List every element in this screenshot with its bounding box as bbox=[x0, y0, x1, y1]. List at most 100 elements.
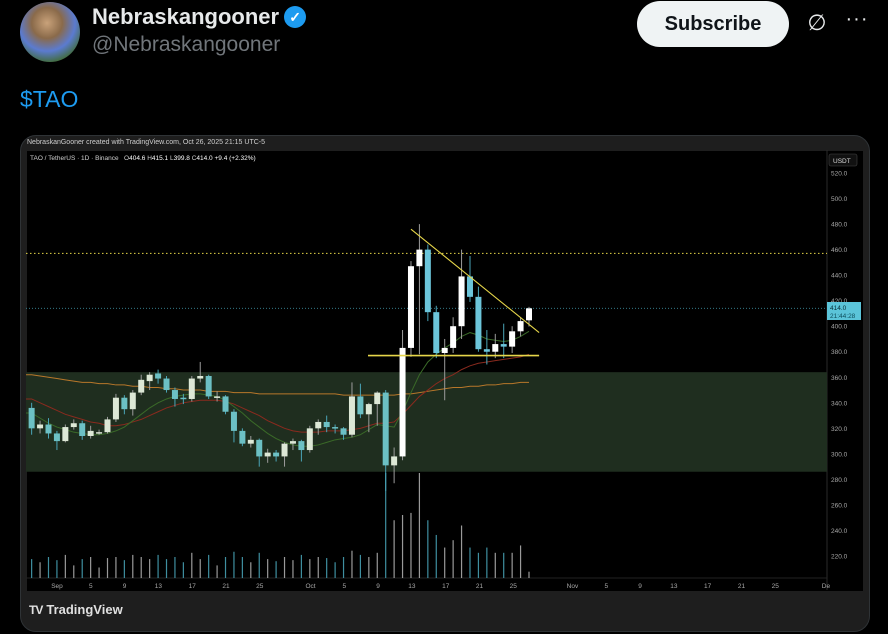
avatar[interactable] bbox=[20, 2, 80, 62]
time-tick-label: 5 bbox=[342, 583, 346, 590]
price-tick-label: 340.0 bbox=[831, 400, 848, 407]
candle-body bbox=[306, 428, 313, 451]
candle-body bbox=[230, 411, 237, 431]
candle-body bbox=[332, 427, 339, 429]
time-tick-label: 17 bbox=[442, 583, 450, 590]
volume-bar bbox=[342, 557, 345, 578]
candle-body bbox=[138, 379, 145, 393]
volume-bar bbox=[385, 473, 387, 578]
price-tick-label: 320.0 bbox=[831, 426, 848, 433]
volume-bar bbox=[47, 557, 50, 578]
candle-body bbox=[382, 392, 389, 466]
price-tick-label: 300.0 bbox=[831, 451, 848, 458]
author-handle[interactable]: @Nebraskangooner bbox=[92, 33, 281, 56]
candle-body bbox=[239, 430, 246, 444]
volume-bar bbox=[511, 552, 513, 578]
candle-body bbox=[374, 392, 381, 405]
candle-body bbox=[365, 404, 372, 415]
volume-bar bbox=[123, 560, 125, 578]
volume-bar bbox=[401, 515, 404, 578]
time-tick-label: 9 bbox=[376, 583, 380, 590]
volume-bar bbox=[393, 520, 395, 578]
time-tick-label: Sep bbox=[51, 583, 63, 590]
candle-body bbox=[458, 276, 465, 327]
volume-bar bbox=[435, 534, 437, 578]
author-name[interactable]: Nebraskangooner ✓ bbox=[92, 4, 307, 30]
candle-body bbox=[407, 266, 414, 348]
candle-body bbox=[256, 439, 263, 457]
candle-body bbox=[121, 397, 128, 410]
time-tick-label: De bbox=[822, 583, 831, 590]
candle-body bbox=[163, 378, 170, 391]
price-tick-label: 500.0 bbox=[831, 196, 848, 203]
volume-bar bbox=[81, 559, 83, 578]
volume-bar bbox=[334, 562, 336, 578]
volume-bar bbox=[182, 562, 184, 578]
volume-bar bbox=[199, 559, 201, 578]
candle-body bbox=[129, 392, 136, 410]
candle-body bbox=[87, 430, 94, 437]
price-tick-label: 440.0 bbox=[831, 273, 848, 280]
candle-body bbox=[433, 312, 440, 354]
volume-bar bbox=[528, 571, 530, 578]
price-tick-label: 520.0 bbox=[831, 171, 848, 178]
candle-body bbox=[79, 423, 86, 437]
time-tick-label: 25 bbox=[772, 583, 780, 590]
time-tick-label: 13 bbox=[670, 583, 678, 590]
grok-icon[interactable]: ∅ bbox=[807, 10, 827, 35]
volume-bar bbox=[300, 554, 302, 578]
price-tick-label: 380.0 bbox=[831, 349, 848, 356]
candle-body bbox=[526, 308, 532, 321]
more-icon[interactable]: ··· bbox=[845, 8, 869, 30]
time-tick-label: 13 bbox=[155, 583, 163, 590]
candle-body bbox=[424, 249, 431, 313]
volume-bar bbox=[460, 525, 463, 578]
candle-body bbox=[53, 433, 60, 442]
volume-bar bbox=[486, 547, 488, 578]
volume-bar bbox=[452, 540, 454, 578]
candle-body bbox=[441, 347, 448, 354]
volume-bar bbox=[31, 559, 33, 578]
volume-bar bbox=[326, 558, 328, 578]
candle-body bbox=[500, 344, 507, 347]
last-price-label: 414.0 bbox=[830, 305, 847, 312]
price-tick-label: 460.0 bbox=[831, 247, 848, 254]
candle-body bbox=[483, 349, 490, 352]
volume-bar bbox=[258, 552, 260, 578]
time-tick-label: 25 bbox=[510, 583, 518, 590]
cashtag-link[interactable]: $TAO bbox=[20, 86, 79, 112]
volume-bar bbox=[106, 558, 109, 578]
volume-bar bbox=[427, 520, 429, 578]
volume-bar bbox=[98, 567, 100, 578]
candle-body bbox=[37, 424, 44, 429]
trendline-descending bbox=[410, 228, 540, 334]
volume-bar bbox=[376, 552, 378, 578]
time-tick-label: 9 bbox=[123, 583, 127, 590]
currency-label-box bbox=[828, 153, 858, 167]
price-tick-label: 240.0 bbox=[831, 528, 848, 535]
time-tick-label: 21 bbox=[738, 583, 746, 590]
volume-bar bbox=[267, 559, 269, 578]
countdown-label: 21:44:28 bbox=[830, 313, 856, 320]
candle-body bbox=[357, 396, 364, 415]
time-tick-label: 13 bbox=[408, 583, 416, 590]
volume-bar bbox=[368, 557, 370, 578]
volume-bar bbox=[519, 545, 522, 578]
volume-bar bbox=[191, 552, 193, 578]
volume-bar bbox=[309, 559, 311, 578]
price-tick-label: 420.0 bbox=[831, 298, 848, 305]
candle-body bbox=[323, 421, 330, 428]
candle-body bbox=[348, 396, 355, 435]
candle-body bbox=[205, 375, 212, 397]
subscribe-button[interactable]: Subscribe bbox=[637, 1, 789, 47]
volume-bar bbox=[149, 559, 151, 578]
volume-bar bbox=[56, 560, 58, 578]
time-tick-label: Nov bbox=[567, 583, 579, 590]
last-price-box bbox=[827, 302, 861, 320]
volume-bar bbox=[132, 554, 134, 578]
candle-body bbox=[112, 397, 119, 420]
price-tick-label: 360.0 bbox=[831, 375, 848, 382]
time-tick-label: 21 bbox=[476, 583, 484, 590]
tradingview-icon: TV bbox=[29, 602, 43, 617]
time-tick-label: 5 bbox=[604, 583, 608, 590]
